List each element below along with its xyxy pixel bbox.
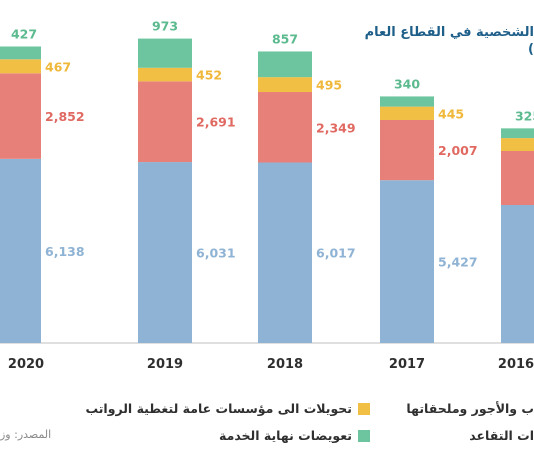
bar-2016-end-of-service (501, 128, 534, 139)
value-labels-group: 6,138 2,852 467 427 6,031 2,691 452 973 6,017 2,3… (11, 19, 534, 270)
bar-2020-pensions (0, 73, 41, 159)
value-label-2017-transfers: 445 (438, 106, 464, 121)
bar-2017-salaries (380, 180, 434, 343)
legend-item-end-of-service: تعويضات نهاية الخدمة (219, 428, 370, 443)
value-label-2018-end-of-service: 857 (272, 31, 298, 46)
legend-label-salaries: ب والأجور وملحقاتها (406, 401, 534, 416)
x-tick-label-2018: 2018 (267, 357, 303, 372)
bar-2018-transfers (258, 77, 312, 93)
legend-label-end-of-service: تعويضات نهاية الخدمة (219, 428, 352, 443)
bar-2018-salaries (258, 162, 312, 343)
legend-swatch-transfers (358, 402, 370, 415)
x-tick-label-2020: 2020 (8, 357, 44, 372)
value-label-2020-end-of-service: 427 (11, 26, 37, 41)
bar-2019-pensions (138, 81, 192, 163)
value-label-2018-pensions: 2,349 (316, 120, 356, 135)
value-label-2020-salaries: 6,138 (45, 244, 85, 259)
value-label-2019-pensions: 2,691 (196, 115, 236, 130)
bar-2018-pensions (258, 92, 312, 163)
bar-2019-end-of-service (138, 38, 192, 68)
value-label-2018-salaries: 6,017 (316, 246, 356, 261)
source-note: المصدر: وز (0, 428, 52, 441)
bar-2016-pensions (501, 151, 534, 205)
value-label-2020-transfers: 467 (45, 59, 71, 74)
x-tick-label-2017: 2017 (389, 357, 425, 372)
bar-2016-transfers (501, 138, 534, 151)
legend-item-salaries: ب والأجور وملحقاتها (406, 401, 534, 416)
x-tick-label-2016: 2016 (498, 357, 534, 372)
bar-2018-end-of-service (258, 51, 312, 78)
chart-title-line-1: الشخصية في القطاع العام (364, 25, 534, 40)
bar-2017-end-of-service (380, 96, 434, 107)
legend-swatch-end-of-service (358, 429, 370, 442)
x-tick-label-2019: 2019 (147, 357, 183, 372)
legend-label-pensions: ات التقاعد (469, 428, 534, 443)
bars-group (0, 38, 534, 343)
bar-2017-transfers (380, 106, 434, 120)
value-label-2016-end-of-service: 325 (515, 108, 534, 123)
chart-title: الشخصية في القطاع العام ) (364, 24, 534, 58)
value-label-2018-transfers: 495 (316, 78, 342, 93)
legend-label-transfers: تحويلات الى مؤسسات عامة لتغطية الرواتب (85, 401, 352, 416)
legend-item-transfers: تحويلات الى مؤسسات عامة لتغطية الرواتب (85, 401, 370, 416)
legend-item-pensions: ات التقاعد (469, 428, 534, 443)
value-label-2017-salaries: 5,427 (438, 255, 478, 270)
bar-2017-pensions (380, 119, 434, 181)
value-label-2019-transfers: 452 (196, 68, 222, 83)
value-label-2017-pensions: 2,007 (438, 143, 478, 158)
value-label-2020-pensions: 2,852 (45, 109, 85, 124)
bar-2020-transfers (0, 59, 41, 74)
bar-2020-salaries (0, 158, 41, 343)
bar-2019-salaries (138, 162, 192, 343)
bar-2020-end-of-service (0, 46, 41, 60)
value-label-2019-end-of-service: 973 (152, 19, 178, 34)
bar-2016-salaries (501, 205, 534, 343)
bar-2019-transfers (138, 67, 192, 82)
value-label-2019-salaries: 6,031 (196, 246, 236, 261)
x-tick-labels-group: 2020 2019 2018 2017 2016 (8, 357, 534, 372)
chart-title-line-2: ) (528, 42, 534, 57)
value-label-2017-end-of-service: 340 (394, 76, 420, 91)
